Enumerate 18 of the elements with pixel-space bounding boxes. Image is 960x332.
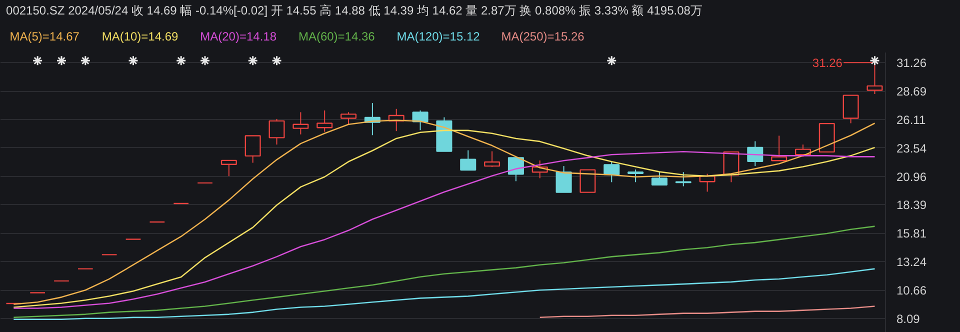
y-tick-label: 18.39	[896, 198, 927, 212]
y-tick-label: 26.11	[896, 112, 926, 127]
y-tick-label: 23.54	[896, 141, 927, 156]
y-tick-label: 28.69	[896, 84, 927, 99]
y-tick-label: 13.24	[896, 255, 927, 270]
text: MA(250)=15.26	[501, 30, 585, 44]
chart-title: 002150.SZ 2024/05/24 收 14.69 幅 -0.14%[-0.02] 开 14.55 高 14.88 低 14.39 均 14.62 量 2.87万 换 0.808% 振 3.33% 额 4195.08万	[6, 4, 702, 18]
text: MA(120)=15.12	[396, 30, 480, 44]
y-tick-label: 15.81	[896, 226, 927, 241]
y-tick-label: 8.09	[896, 312, 920, 326]
annotation: 31.26	[812, 56, 843, 70]
y-tick-label: 10.66	[896, 284, 927, 298]
y-tick-label: 31.26	[896, 56, 927, 70]
text: MA(5)=14.67	[10, 30, 80, 44]
y-tick-label: 20.96	[896, 170, 927, 184]
text: MA(10)=14.69	[102, 30, 179, 44]
text: MA(20)=14.18	[200, 30, 277, 44]
text: MA(60)=14.36	[298, 30, 376, 44]
